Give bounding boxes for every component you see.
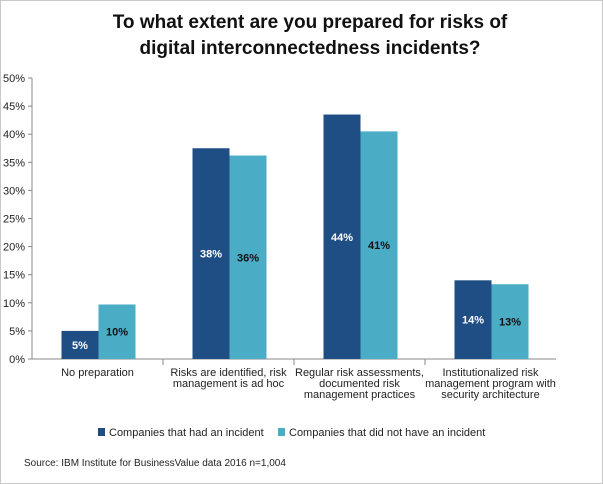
bar [360,131,398,359]
y-tick-label: 45% [3,101,25,113]
data-label: 5% [72,340,88,352]
x-tick-label: management practices [304,389,416,401]
bar [229,155,267,359]
data-label: 14% [462,315,484,327]
legend-label: Companies that had an incident [109,427,264,439]
bar [98,304,136,359]
chart-title: To what extent are you prepared for risk… [60,10,560,62]
x-tick-label: security architecture [441,389,539,401]
x-tick-label: Regular risk assessments, [295,367,424,379]
data-label: 13% [499,317,521,329]
data-label: 44% [331,232,353,244]
data-label: 36% [237,252,259,264]
bar [491,284,529,359]
bar [323,114,361,359]
chart-title-line-1: To what extent are you prepared for risk… [112,12,508,33]
legend-swatch [98,428,105,436]
y-tick-label: 35% [3,157,25,169]
y-tick-label: 40% [3,129,25,141]
y-tick-label: 30% [3,185,25,197]
source-note: Source: IBM Institute for BusinessValue … [24,458,286,469]
chart-title-line-2: digital interconnectedness incidents? [139,38,481,59]
bar [61,330,99,359]
y-tick-label: 50% [3,73,25,85]
y-tick-label: 25% [3,214,25,226]
y-tick-label: 10% [3,298,25,310]
x-tick-label: management program with [425,378,556,390]
bar [454,280,492,359]
y-tick-label: 20% [3,242,25,254]
y-tick-label: 0% [9,354,25,366]
legend-label: Companies that did not have an incident [289,427,485,439]
x-tick-label: Institutionalized risk [443,367,539,379]
bar [192,148,230,359]
x-tick-label: Risks are identified, risk [170,367,287,379]
y-tick-label: 15% [3,270,25,282]
x-tick-label: No preparation [61,367,134,379]
x-tick-label: management is ad hoc [173,378,285,390]
y-tick-label: 5% [9,326,25,338]
legend-swatch [278,428,285,436]
data-label: 38% [200,249,222,261]
data-label: 41% [368,240,390,252]
data-label: 10% [106,327,128,339]
x-tick-label: documented risk [319,378,400,390]
